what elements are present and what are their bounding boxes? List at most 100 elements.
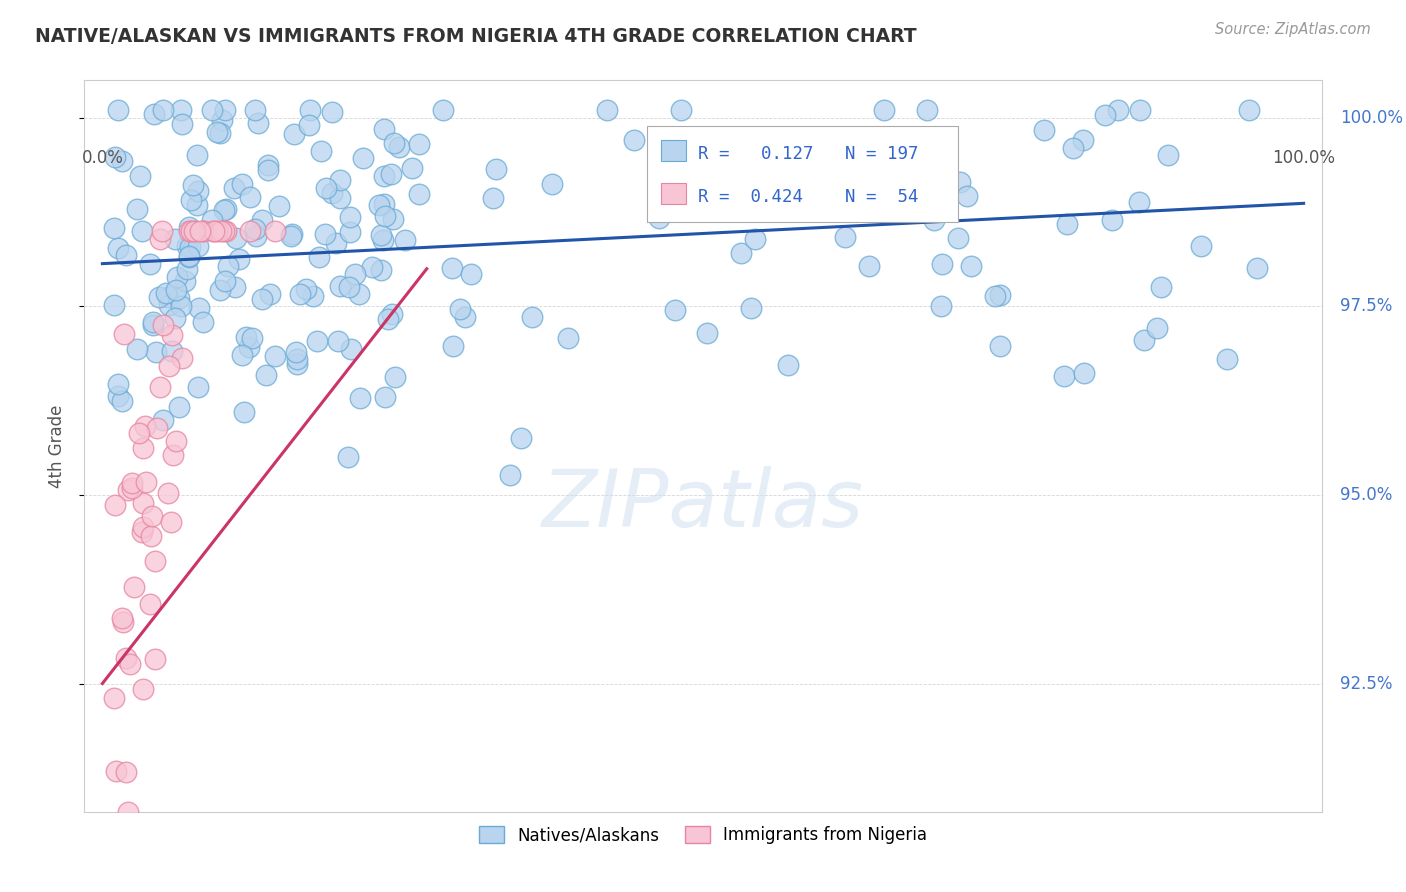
Point — [179, 250, 201, 264]
Point — [347, 287, 370, 301]
Point — [509, 432, 531, 446]
Point — [460, 267, 482, 281]
Point — [740, 301, 762, 315]
Point — [449, 301, 471, 316]
Point — [157, 485, 180, 500]
Legend: Natives/Alaskans, Immigrants from Nigeria: Natives/Alaskans, Immigrants from Nigeri… — [472, 820, 934, 851]
Point — [181, 178, 204, 192]
Point — [201, 212, 224, 227]
Point — [924, 213, 946, 227]
Point — [160, 328, 183, 343]
Point — [499, 468, 522, 483]
Point — [186, 198, 208, 212]
Point — [349, 391, 371, 405]
Point — [201, 224, 224, 238]
Point — [1073, 366, 1095, 380]
Point — [179, 240, 201, 254]
Point — [321, 104, 343, 119]
Point — [176, 262, 198, 277]
Point — [214, 202, 236, 217]
Point — [152, 318, 174, 333]
Point — [125, 202, 148, 217]
Point — [143, 107, 166, 121]
Point — [696, 326, 718, 340]
Point — [314, 227, 336, 242]
Point — [308, 250, 330, 264]
Point — [225, 231, 247, 245]
Point — [215, 224, 238, 238]
Point — [190, 224, 212, 238]
Point — [269, 199, 291, 213]
Point — [208, 126, 231, 140]
Point — [949, 175, 972, 189]
Point — [170, 299, 193, 313]
Point — [115, 651, 138, 665]
Point — [328, 279, 350, 293]
Point — [337, 450, 360, 464]
Point — [131, 223, 153, 237]
Point — [201, 103, 224, 118]
Point — [454, 310, 477, 324]
Point — [183, 224, 205, 238]
Point — [177, 224, 200, 238]
Point — [557, 331, 579, 345]
Point — [111, 615, 134, 630]
Point — [170, 117, 193, 131]
Point — [984, 289, 1007, 303]
Point — [285, 344, 308, 359]
Point — [1189, 238, 1212, 252]
Point — [139, 597, 162, 611]
Point — [141, 509, 163, 524]
Point — [231, 178, 253, 192]
Point — [250, 213, 273, 227]
Point — [337, 280, 360, 294]
Point — [238, 341, 260, 355]
Point — [110, 394, 132, 409]
Point — [1056, 217, 1078, 231]
Point — [228, 252, 250, 266]
Point — [157, 359, 180, 373]
Point — [124, 581, 146, 595]
Point — [205, 224, 228, 238]
Point — [374, 390, 396, 404]
Point — [541, 177, 564, 191]
Point — [118, 657, 141, 672]
Point — [191, 224, 214, 238]
Point — [917, 103, 939, 118]
Point — [156, 290, 179, 304]
Point — [207, 125, 229, 139]
Point — [669, 103, 692, 118]
Point — [214, 103, 236, 118]
Point — [114, 248, 136, 262]
Point — [115, 764, 138, 779]
Point — [162, 343, 184, 358]
Point — [107, 241, 129, 255]
Point — [232, 404, 254, 418]
Point — [129, 169, 152, 183]
Point — [103, 298, 125, 312]
Point — [1032, 123, 1054, 137]
Point — [243, 103, 266, 118]
Point — [212, 224, 235, 238]
Point — [239, 190, 262, 204]
Point — [858, 260, 880, 274]
Point — [152, 103, 174, 118]
Point — [111, 154, 134, 169]
Point — [408, 136, 430, 151]
Point — [1053, 369, 1076, 384]
Point — [665, 148, 688, 162]
Point — [1146, 321, 1168, 335]
Point — [209, 224, 232, 238]
Point — [326, 334, 349, 349]
Point — [121, 475, 143, 490]
Point — [1094, 108, 1116, 122]
Point — [596, 103, 619, 118]
Point — [132, 441, 155, 455]
Point — [522, 310, 544, 324]
Point — [408, 186, 430, 201]
Point — [132, 682, 155, 697]
Point — [381, 212, 404, 227]
Point — [388, 140, 411, 154]
Point — [352, 151, 374, 165]
Point — [1246, 260, 1268, 275]
